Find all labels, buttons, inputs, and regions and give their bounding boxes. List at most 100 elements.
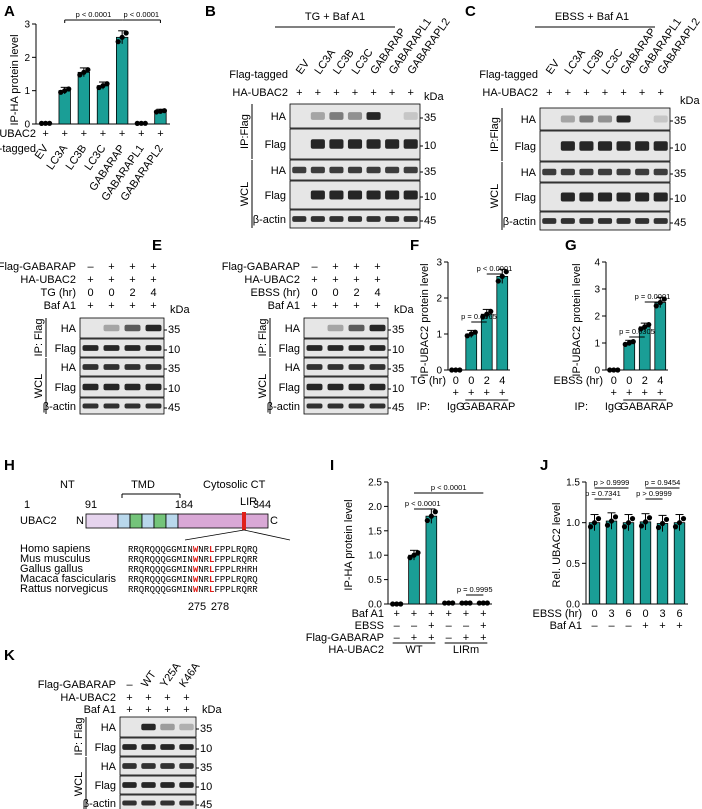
blot-b-ha-sign: + xyxy=(407,87,413,99)
chart-J-bar xyxy=(588,522,601,605)
seq-segment: NR xyxy=(198,565,209,575)
pvalue-label: p > 0.9999 xyxy=(636,489,672,498)
blot-K-mw-marker: 35 xyxy=(200,723,212,735)
blot-E-cond-value: + xyxy=(353,274,359,286)
blot-k-kda: kDa xyxy=(202,704,222,716)
blot-C-row-label: Flag xyxy=(515,141,536,153)
chart-f-igg: IgG xyxy=(447,401,465,413)
chart-A-point xyxy=(81,69,87,75)
blot-b-kda: kDa xyxy=(424,91,444,103)
blot-C-row-band xyxy=(653,192,668,202)
blot-D-row-band xyxy=(124,383,141,391)
seq-segment: RRQRQQQGGMIN xyxy=(128,585,193,595)
residue-278: 278 xyxy=(211,601,229,613)
chart-A-bar xyxy=(116,36,129,125)
blot-K-ip-label: IP: Flag xyxy=(73,718,85,756)
species-sequence: RRQRQQQGGMINWNRLFPPLRHRH xyxy=(128,565,258,575)
blot-C-row-band xyxy=(579,115,594,123)
chart-G-point xyxy=(642,324,648,330)
blot-D-cond-label: Baf A1 xyxy=(44,300,76,312)
blot-C-mw-marker: 45 xyxy=(674,217,686,229)
chart-F-point xyxy=(464,333,470,339)
blot-C-row-band xyxy=(560,141,575,151)
blot-K-row xyxy=(119,794,197,809)
chart-I-point xyxy=(411,552,417,558)
chart-i-cond-value: + xyxy=(428,620,434,632)
domain-pos-1: 1 xyxy=(24,499,30,511)
chart-j-cond-value: 6 xyxy=(676,608,682,620)
chart-I-point xyxy=(459,600,465,606)
blot-k-cond-label: Baf A1 xyxy=(84,704,116,716)
chart-j-cond-value: 0 xyxy=(642,608,648,620)
blot-C-row-band xyxy=(597,168,613,176)
blot-E-row-band xyxy=(369,383,386,391)
chart-F-point xyxy=(488,308,494,315)
panel-letter-e: E xyxy=(152,237,162,254)
blot-C-row-label: Flag xyxy=(515,192,536,204)
blot-C-row-band xyxy=(560,115,575,123)
domain-cyto-box xyxy=(177,513,269,529)
blot-K-row-band xyxy=(179,744,194,750)
chart-F-ytick-label: 1 xyxy=(436,330,442,341)
chart-F-point xyxy=(484,311,490,317)
chart-g-cond-value: 0 xyxy=(611,375,617,387)
blot-k-sign: + xyxy=(126,692,132,704)
chart-g-plus: + xyxy=(657,387,663,399)
chart-A-point xyxy=(161,108,168,114)
chart-A-point xyxy=(46,120,53,126)
blot-D-wcl-label: WCL xyxy=(33,374,45,398)
domain-tmd-box xyxy=(153,513,167,529)
chart-J-point xyxy=(638,523,645,529)
blot-K-row-label: HA xyxy=(101,761,117,773)
chart-j-cond-value: 3 xyxy=(659,608,665,620)
chart-I-point xyxy=(415,550,421,556)
chart-i-cond-value: + xyxy=(463,608,469,620)
chart-G-ytick-label: 1 xyxy=(594,339,600,350)
blot-K-row-band xyxy=(160,782,175,788)
blot-B-row-band xyxy=(347,166,363,174)
blot-C-row-band xyxy=(653,168,668,176)
chart-F-ytick-label: 0 xyxy=(436,366,442,377)
blot-B-row-band xyxy=(292,166,307,174)
blot-D-row-band xyxy=(82,364,99,370)
domain-pos-184: 184 xyxy=(175,499,193,511)
blot-C-row-band xyxy=(616,192,631,202)
chart-J-point xyxy=(625,520,632,526)
blot-K-row xyxy=(119,775,197,795)
blot-K-row-band xyxy=(122,782,137,788)
chart-g-gab: GABARAP xyxy=(620,401,673,413)
chart-g-cond-label: EBSS (hr) xyxy=(553,375,603,387)
blot-D-row-band xyxy=(145,383,162,391)
chart-I-ytick-label: 1.5 xyxy=(368,526,382,537)
blot-C-mw-marker: 10 xyxy=(674,142,686,154)
chart-j-cond-value: + xyxy=(642,620,648,632)
chart-I-point xyxy=(394,601,400,607)
chart-f-plus: + xyxy=(499,387,505,399)
chart-A-point xyxy=(104,81,110,87)
pvalue-label: p = 0.0305 xyxy=(619,327,655,336)
blot-D-row-label: HA xyxy=(61,323,77,335)
pvalue-label: p = 0.9454 xyxy=(645,478,681,487)
blot-C-row-band xyxy=(616,115,631,123)
blot-E-cond-value: + xyxy=(311,300,317,312)
chart-J-point xyxy=(655,524,662,531)
blot-E-kda: kDa xyxy=(394,304,414,316)
chart-I-bar xyxy=(408,554,420,605)
blot-D-cond-value: + xyxy=(108,274,114,286)
blot-E-row-band xyxy=(348,324,365,332)
chart-f-cond-value: 0 xyxy=(453,375,459,387)
chart-F-point xyxy=(503,269,509,275)
chart-I-point xyxy=(428,513,434,519)
domain-nt-label: NT xyxy=(60,479,75,491)
chart-i-cond-value: + xyxy=(411,632,417,644)
blot-B-mw-marker: 35 xyxy=(424,112,436,124)
blot-b-ha-sign: + xyxy=(315,87,321,99)
blot-E-cond-value: + xyxy=(332,261,338,273)
chart-F-bar xyxy=(480,313,493,371)
blot-B-row-band xyxy=(310,190,325,200)
blot-B-row-band xyxy=(403,139,418,149)
blot-B-row-band xyxy=(403,216,418,222)
seq-segment: RRQRQQQGGMIN xyxy=(128,545,193,555)
chart-f-ip-label: IP: xyxy=(417,401,430,413)
blot-C-row-band xyxy=(616,218,631,224)
